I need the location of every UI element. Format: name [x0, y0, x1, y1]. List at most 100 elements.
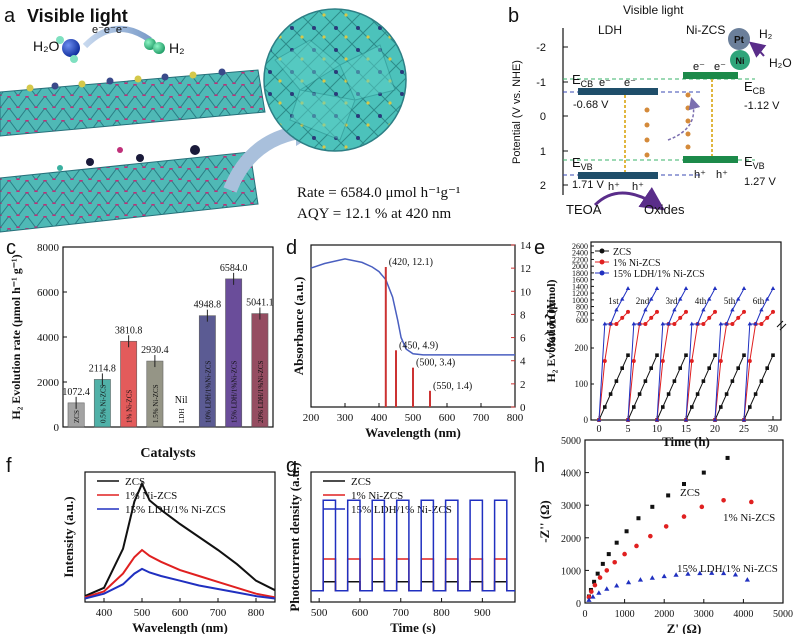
ldh-label: LDH — [598, 23, 622, 37]
category-label-c: ZCS — [73, 410, 81, 423]
y-tick-label-h: 3000 — [561, 501, 581, 512]
data-point-h — [606, 552, 611, 557]
data-point-e — [683, 286, 689, 290]
ldh-evb-value: 1.71 V — [572, 179, 604, 191]
data-point-e — [643, 307, 648, 312]
data-point-h — [595, 571, 600, 576]
y-tick-label-right-d: 0 — [520, 402, 526, 414]
ldh-evb-label: EVB — [572, 155, 593, 172]
data-point-e — [701, 307, 706, 312]
x-tick-label-g: 800 — [433, 607, 450, 619]
electron-label: e⁻ — [599, 77, 611, 89]
data-point-h — [637, 577, 644, 582]
x-axis-label-h: Z' (Ω) — [667, 621, 702, 634]
y-tick-label-e: 1800 — [572, 269, 588, 278]
data-label-c: 6584.0 — [220, 263, 248, 274]
x-tick-label-h: 2000 — [654, 609, 674, 620]
y-tick-label-right-d: 4 — [520, 356, 526, 368]
data-point-e — [753, 392, 758, 396]
hole-label: h⁺ — [716, 169, 728, 181]
electrons-label: e⁻e⁻e⁻ — [92, 24, 128, 36]
x-axis-label-c: Catalysts — [140, 446, 196, 461]
pl-curve-f — [84, 548, 276, 599]
hole-label: h⁺ — [694, 169, 706, 181]
cycle-label-e: 4th — [695, 296, 707, 306]
data-point-h — [600, 561, 605, 566]
rate-text: Rate = 6584.0 μmol h⁻¹g⁻¹ — [297, 185, 460, 201]
ldh-vb-band — [578, 172, 658, 179]
pt-particle-icon — [728, 28, 750, 50]
data-point-h — [666, 493, 671, 498]
data-point-e — [770, 286, 776, 290]
interlayer-species — [57, 145, 200, 171]
data-point-h — [649, 575, 655, 580]
legend-marker-e — [599, 248, 605, 254]
x-tick-label-e: 5 — [626, 424, 631, 435]
series-line-e — [743, 354, 774, 421]
reactant-label: H₂O — [33, 38, 60, 54]
y-tick-label-right-d: 12 — [520, 263, 531, 275]
data-point-e — [730, 307, 735, 312]
y-tick-label-e: 1400 — [572, 282, 588, 291]
data-point-e — [608, 321, 613, 326]
cycle-label-e: 1st — [608, 296, 619, 306]
data-point-h — [592, 579, 597, 584]
data-point-e — [741, 286, 747, 290]
electron-transfer-arrow-icon — [667, 97, 701, 141]
x-tick-label-g: 600 — [352, 607, 369, 619]
data-point-e — [654, 417, 660, 422]
data-point-h — [625, 579, 632, 585]
data-point-e — [626, 309, 630, 314]
data-point-h — [634, 543, 639, 549]
data-point-e — [614, 322, 619, 326]
data-point-e — [631, 358, 636, 363]
data-point-h — [701, 470, 706, 475]
x-tick-label-f: 800 — [248, 607, 265, 619]
ldh-ecb-value: -0.68 V — [573, 99, 609, 111]
series-label-h: 15% LDH/1% Ni-ZCS — [677, 563, 778, 575]
data-point-e — [666, 392, 671, 396]
data-point-h — [648, 533, 653, 539]
data-point-e — [689, 358, 694, 363]
y-tick-label-e: 1200 — [572, 289, 588, 298]
photocurrent-trace-g — [311, 558, 515, 592]
data-point-e — [620, 315, 625, 320]
y-axis-label-right-d: AQY (%) — [544, 299, 559, 352]
x-tick-label-d: 800 — [507, 412, 524, 424]
axis-break-icon — [776, 320, 787, 331]
x-tick-label-h: 0 — [583, 609, 588, 620]
data-point-e — [655, 309, 659, 314]
b-h2o-label: H₂O — [769, 56, 792, 70]
y-axis-label-c: H₂ Evolution rate (μmol h⁻¹ g⁻¹) — [9, 254, 23, 419]
data-point-e — [649, 296, 654, 301]
oxides-label: Oxides — [644, 202, 685, 217]
data-point-e — [625, 417, 631, 422]
x-tick-label-e: 30 — [768, 424, 778, 435]
data-point-e — [742, 353, 746, 357]
data-point-h — [590, 594, 596, 599]
y-tick-label-right-d: 10 — [520, 286, 532, 298]
y-tick-label-e: 2600 — [572, 242, 588, 251]
cycle-label-e: 2nd — [636, 296, 650, 306]
x-tick-label-g: 700 — [393, 607, 410, 619]
data-point-e — [632, 405, 636, 409]
category-label-c: 20% LDH/1%Ni-ZCS — [257, 360, 265, 423]
x-tick-label-h: 4000 — [733, 609, 753, 620]
data-point-e — [741, 417, 747, 422]
data-point-e — [748, 405, 752, 409]
series-line-e — [685, 288, 716, 421]
data-point-e — [736, 315, 741, 320]
ldh-layer-top — [0, 69, 266, 137]
x-axis-label-d: Wavelength (nm) — [365, 425, 461, 440]
aqy-label-d: (550, 1.4) — [433, 381, 472, 392]
ldh-cb-band — [578, 88, 658, 95]
panel-label-h: h — [534, 455, 545, 477]
data-point-e — [661, 405, 665, 409]
data-point-h — [636, 516, 641, 521]
y-tick-label-right-d: 6 — [520, 333, 526, 345]
b-h2-label: H₂ — [759, 27, 773, 41]
legend-label-g: 15% LDH/1% Ni-ZCS — [351, 504, 452, 516]
series-line-e — [743, 288, 774, 421]
x-tick-label-d: 200 — [303, 412, 320, 424]
